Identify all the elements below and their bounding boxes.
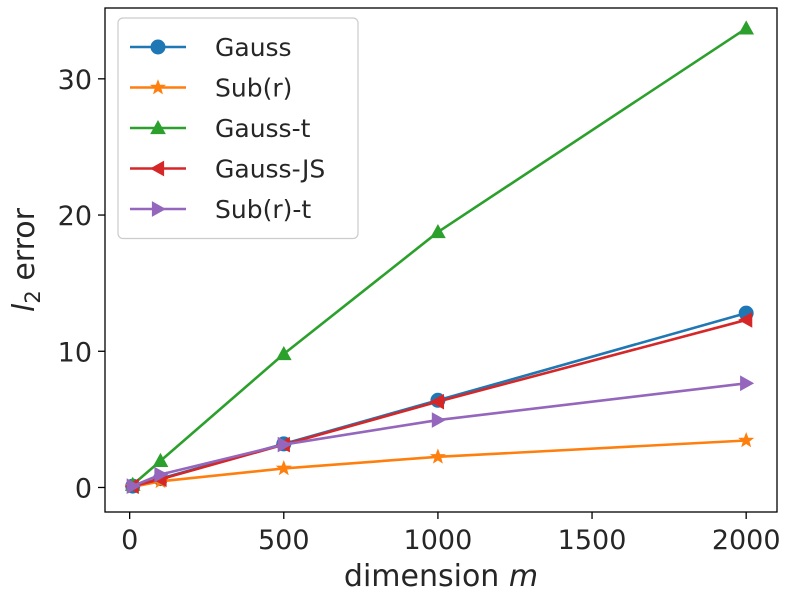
y-tick-label: 20	[58, 201, 92, 232]
y-tick-label: 10	[58, 337, 92, 368]
series-layer	[124, 20, 755, 494]
series-sub-r-t	[126, 375, 755, 494]
legend-entry: Sub(r)-t	[130, 195, 311, 224]
x-tick-label: 2000	[712, 525, 781, 556]
axes: 0 500 1000 1500 2000 0 10 20 30	[58, 65, 781, 556]
data-point	[275, 459, 292, 476]
legend-marker	[149, 160, 165, 177]
legend-label: Sub(r)	[215, 74, 292, 103]
legend-entry: Gauss-t	[130, 114, 311, 143]
x-tick-label: 1500	[558, 525, 627, 556]
legend-box	[117, 17, 359, 240]
legend-entry: Sub(r)	[130, 74, 292, 103]
x-axis-label: dimension m	[344, 559, 538, 594]
data-point	[430, 224, 446, 239]
legend-marker	[151, 201, 167, 217]
legend: Gauss Sub(r) Gauss-t Gauss-JS Sub(r)-t	[117, 17, 359, 240]
legend-marker	[150, 119, 166, 135]
data-point	[126, 478, 141, 494]
data-point	[740, 375, 755, 392]
data-point	[738, 312, 753, 328]
legend-label: Gauss-t	[215, 114, 311, 143]
data-point	[152, 452, 169, 468]
plot-frame	[104, 7, 778, 513]
data-point	[431, 412, 446, 428]
y-axis-label: l2 error	[7, 207, 45, 312]
legend-label: Gauss	[215, 33, 292, 62]
data-point	[277, 436, 292, 453]
data-point	[429, 393, 445, 410]
data-point	[429, 448, 446, 464]
x-tick-label: 500	[258, 525, 310, 556]
x-tick-label: 1000	[404, 525, 473, 556]
data-point	[154, 466, 169, 483]
legend-marker	[150, 39, 166, 55]
data-point	[275, 345, 292, 361]
legend-marker	[149, 79, 167, 95]
data-point	[738, 432, 755, 448]
legend-entry: Gauss	[130, 33, 292, 62]
legend-label: Sub(r)-t	[215, 195, 311, 224]
y-tick-label: 0	[75, 473, 92, 504]
x-tick-label: 0	[121, 525, 138, 556]
legend-label: Gauss-JS	[215, 155, 325, 184]
data-point	[738, 20, 755, 35]
y-tick-label: 30	[58, 65, 92, 96]
legend-entry: Gauss-JS	[130, 155, 325, 184]
